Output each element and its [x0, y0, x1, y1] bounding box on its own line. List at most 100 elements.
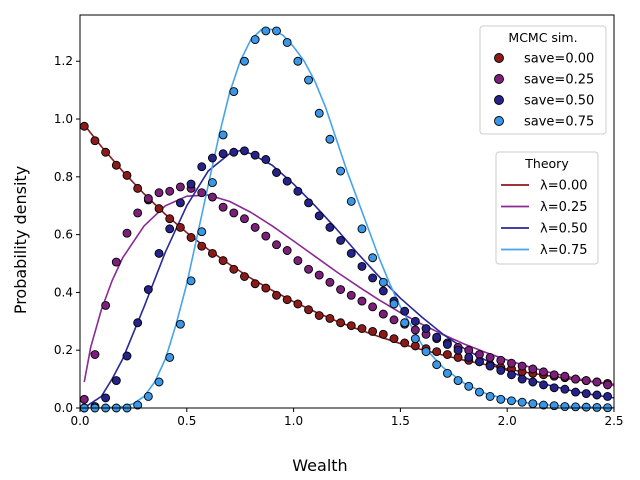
- legend-mcmc-frame: [479, 25, 607, 135]
- data-point: [143, 391, 153, 401]
- data-point: [507, 358, 516, 368]
- data-point: [207, 192, 217, 202]
- data-point: [111, 160, 121, 170]
- data-point: [101, 393, 111, 403]
- data-point: [272, 26, 281, 36]
- data-point: [154, 204, 164, 214]
- data-point: [571, 374, 580, 384]
- legend-marker-label: save=0.75: [524, 115, 594, 130]
- data-point: [165, 352, 175, 362]
- data-point: [250, 35, 260, 45]
- theory-line-2: [83, 149, 614, 408]
- data-point: [378, 277, 388, 287]
- data-point: [240, 214, 249, 224]
- data-point: [314, 311, 324, 320]
- legend-marker-swatch: [494, 74, 504, 84]
- y-axis-ticks: 0.0 0.2 0.4 0.6 0.8 1.0 1.2: [54, 54, 80, 415]
- data-point: [154, 248, 164, 258]
- data-point: [207, 153, 217, 163]
- data-point: [368, 302, 378, 312]
- legend-line-label: λ=0.50: [540, 222, 588, 237]
- data-point: [304, 264, 313, 274]
- data-point: [207, 178, 217, 188]
- marker-series-3: [79, 26, 613, 413]
- data-point: [282, 246, 292, 255]
- data-point: [122, 351, 132, 361]
- data-point: [357, 261, 367, 271]
- data-point: [400, 338, 410, 348]
- legend-theory: Theory λ=0.00 λ=0.25 λ=0.50 λ=0.75: [495, 151, 599, 265]
- data-point: [368, 273, 378, 283]
- legend-theory-title: Theory: [524, 156, 569, 171]
- data-point: [389, 334, 399, 344]
- data-point: [453, 345, 463, 355]
- legend-marker-label: save=0.00: [524, 52, 594, 67]
- data-point: [560, 402, 570, 412]
- data-point: [357, 224, 367, 234]
- data-point: [528, 399, 538, 409]
- data-point: [175, 319, 185, 329]
- data-point: [603, 380, 613, 390]
- data-point: [165, 214, 175, 224]
- data-point: [592, 377, 602, 387]
- data-point: [133, 208, 143, 218]
- data-point: [304, 305, 313, 315]
- data-point: [485, 361, 495, 371]
- data-point: [325, 313, 335, 323]
- data-point: [410, 325, 420, 335]
- data-point: [560, 384, 570, 394]
- legend-line-label: λ=0.25: [540, 200, 588, 215]
- data-point: [432, 332, 442, 342]
- data-point: [571, 402, 580, 412]
- data-point: [410, 316, 420, 326]
- data-point: [517, 397, 527, 407]
- data-point: [272, 168, 281, 177]
- data-point: [314, 108, 324, 118]
- data-point: [154, 377, 164, 387]
- data-point: [111, 376, 121, 385]
- data-point: [378, 309, 388, 319]
- data-point: [272, 240, 281, 250]
- data-point: [581, 376, 591, 385]
- data-point: [378, 286, 388, 296]
- data-point: [539, 400, 548, 410]
- data-point: [496, 355, 506, 365]
- y-axis-label: Probability density: [11, 166, 30, 314]
- data-point: [282, 176, 292, 186]
- data-point: [496, 365, 506, 375]
- y-tick-label: 0.4: [54, 285, 73, 299]
- data-point: [581, 389, 591, 398]
- data-point: [250, 150, 260, 160]
- data-point: [410, 334, 420, 344]
- data-point: [517, 361, 527, 371]
- x-axis-label: Wealth: [292, 456, 347, 475]
- data-point: [111, 257, 121, 267]
- x-tick-label: 2.5: [604, 414, 623, 428]
- y-tick-label: 0.6: [54, 228, 73, 242]
- data-point: [79, 394, 89, 404]
- data-point: [432, 360, 442, 370]
- data-point: [293, 299, 303, 309]
- data-point: [400, 306, 410, 316]
- data-point: [218, 149, 228, 159]
- legend-marker-swatch: [494, 53, 504, 63]
- data-point: [336, 318, 346, 328]
- data-point: [603, 391, 613, 401]
- data-point: [346, 196, 356, 206]
- y-tick-label: 0.2: [54, 343, 73, 357]
- data-point: [432, 347, 442, 357]
- data-point: [592, 390, 602, 400]
- data-point: [485, 352, 495, 362]
- data-point: [325, 222, 335, 232]
- legend-theory-frame: [495, 151, 599, 265]
- data-point: [261, 155, 271, 164]
- data-point: [197, 241, 207, 251]
- legend-mcmc-title: MCMC sim.: [508, 30, 577, 45]
- data-point: [250, 222, 260, 232]
- legend-line-label: λ=0.75: [540, 243, 588, 258]
- data-point: [528, 364, 538, 374]
- data-point: [197, 227, 207, 237]
- data-point: [421, 324, 431, 333]
- data-point: [571, 387, 580, 397]
- data-point: [165, 224, 175, 234]
